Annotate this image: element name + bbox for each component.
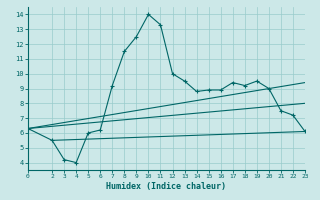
X-axis label: Humidex (Indice chaleur): Humidex (Indice chaleur) <box>107 182 227 191</box>
